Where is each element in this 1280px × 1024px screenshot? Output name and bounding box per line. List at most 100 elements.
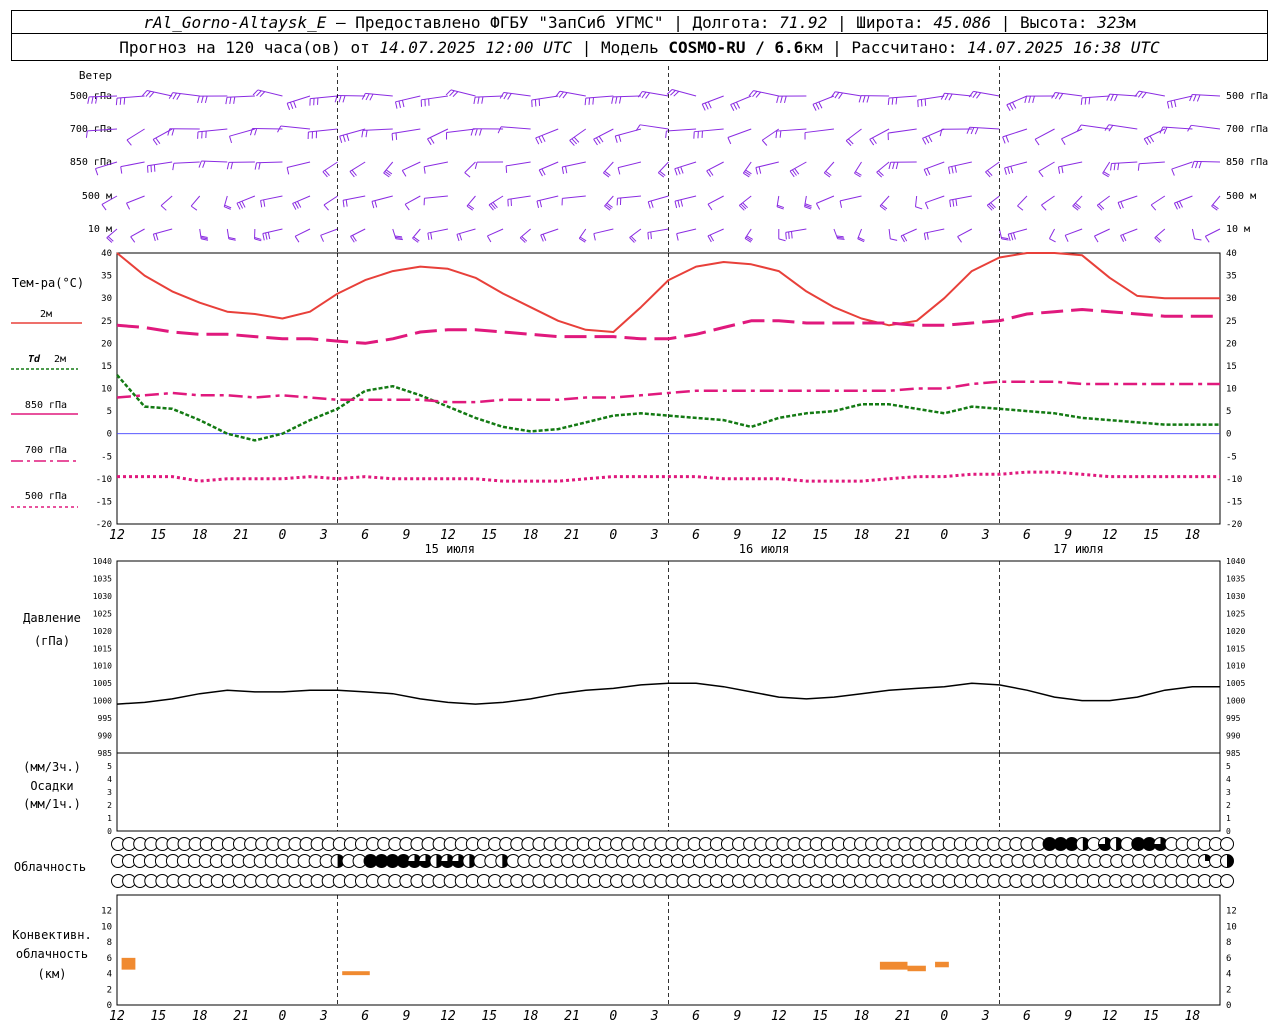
wind-barb [775, 128, 807, 139]
pressure-tick-label: 995 [98, 714, 113, 723]
temperature-tick-label: -15 [1226, 497, 1242, 507]
wind-barb [361, 92, 393, 101]
pressure-tick-label: 1015 [1226, 644, 1245, 653]
wind-barb [229, 128, 256, 144]
convective-title-1: Конвективн. [12, 928, 91, 942]
x-hour-label: 0 [940, 1009, 948, 1024]
temperature-tick-label: 35 [1226, 272, 1237, 282]
x-hour-label: 6 [1023, 528, 1031, 543]
x-hour-label: 21 [233, 528, 249, 543]
x-hour-label: 12 [771, 528, 787, 543]
wind-barb [985, 161, 1000, 178]
calc-time: 14.07.2025 16:38 UTC [967, 38, 1160, 57]
wind-barb [1004, 161, 1028, 175]
wind-level-label: 850 гПа [1226, 157, 1268, 168]
wind-barb [939, 128, 972, 137]
wind-barb [470, 128, 504, 136]
wind-barb [249, 128, 283, 136]
model-name: COSMO-RU / 6.6 [668, 38, 804, 57]
x-hour-label: 12 [440, 1009, 456, 1024]
wind-barb [603, 161, 614, 178]
x-hour-label: 12 [109, 1009, 125, 1024]
convective-block [121, 957, 136, 970]
wind-barb [1204, 228, 1221, 243]
wind-barb [706, 161, 724, 177]
wind-barb [464, 161, 476, 178]
wind-barb [531, 95, 559, 108]
model-label: Модель [600, 38, 659, 57]
temperature-grid [117, 253, 1220, 524]
wind-barb [427, 228, 448, 241]
temperature-series [116, 252, 1220, 483]
convective-y-ticks: 12 12 10 10 8 8 6 6 4 4 2 2 0 0 [101, 907, 1237, 1011]
wind-barb [286, 95, 311, 111]
wind-barb [412, 228, 421, 243]
wind-barb [748, 90, 779, 98]
pressure-tick-label: 1035 [1226, 574, 1245, 583]
pressure-unit: (гПа) [34, 634, 70, 648]
wind-barb [519, 228, 531, 243]
wind-barb [1080, 95, 1110, 105]
wind-barb [536, 195, 559, 208]
wind-barb [199, 228, 209, 241]
temperature-tick-label: -20 [96, 520, 112, 530]
model-unit: км [803, 38, 823, 57]
wind-barb [887, 95, 917, 105]
alt-label: Высота: [1020, 13, 1088, 32]
x-hour-label: 18 [523, 1009, 539, 1024]
convective-tick-label: 6 [107, 954, 112, 964]
provider-text: Предоставлено ФГБУ "ЗапСиб УГМС" [355, 13, 664, 32]
convective-title-3: (км) [38, 967, 67, 981]
wind-barb [307, 128, 338, 140]
x-hour-label: 18 [854, 528, 870, 543]
legend-2m-label: 2м [40, 309, 52, 320]
wind-barb [839, 195, 862, 208]
wind-barb [1191, 228, 1202, 241]
pressure-tick-label: 995 [1226, 714, 1241, 723]
wind-barb [130, 228, 145, 243]
wind-barb [126, 195, 145, 210]
wind-barb [616, 195, 641, 206]
wind-barb [474, 161, 504, 169]
wind-barb [505, 161, 531, 173]
x-hour-label: 21 [233, 1009, 249, 1024]
wind-barb [1154, 228, 1166, 243]
convective-title-2: облачность [16, 947, 88, 961]
wind-barb [1051, 91, 1083, 100]
wind-level-label: 700 гПа [70, 124, 112, 135]
precip-tick-label: 1 [107, 814, 112, 823]
convective-tick-label: 8 [107, 938, 112, 948]
wind-barb [361, 128, 393, 138]
cloud-symbol [440, 854, 455, 868]
pressure-tick-label: 1035 [93, 574, 112, 583]
wind-barb [540, 228, 559, 242]
x-hour-label: 6 [361, 528, 369, 543]
wind-barb [223, 195, 232, 210]
convective-tick-label: 12 [101, 907, 112, 917]
wind-barb [85, 128, 118, 138]
wind-barb [190, 195, 201, 211]
convective-block [342, 971, 370, 976]
wind-barb [392, 228, 403, 241]
wind-barb [674, 195, 697, 209]
wind-barb [1076, 124, 1110, 132]
temperature-y-ticks: 40 40 35 35 30 30 25 25 20 20 15 15 10 10 5 5 0 0 -5 -5 -10 -… [96, 249, 1243, 530]
x-hour-label: 0 [609, 528, 617, 543]
wind-barb [349, 161, 366, 178]
x-hour-label: 15 [1143, 528, 1159, 543]
convective-tick-label: 12 [1226, 907, 1237, 917]
cloud-symbol [1220, 854, 1234, 868]
wind-barb [1034, 128, 1055, 146]
wind-barb [1038, 161, 1055, 178]
legend-td-level: 2м [54, 354, 66, 365]
pressure-tick-label: 1025 [93, 609, 112, 618]
lat-value: 45.086 [933, 13, 992, 32]
x-hour-label: 9 [734, 528, 742, 543]
x-hour-label: 12 [109, 528, 125, 543]
x-hour-label: 12 [440, 528, 456, 543]
convective-block [935, 961, 949, 968]
x-hour-label: 3 [319, 1009, 328, 1024]
wind-barb [917, 95, 945, 108]
wind-barb [1017, 195, 1028, 211]
